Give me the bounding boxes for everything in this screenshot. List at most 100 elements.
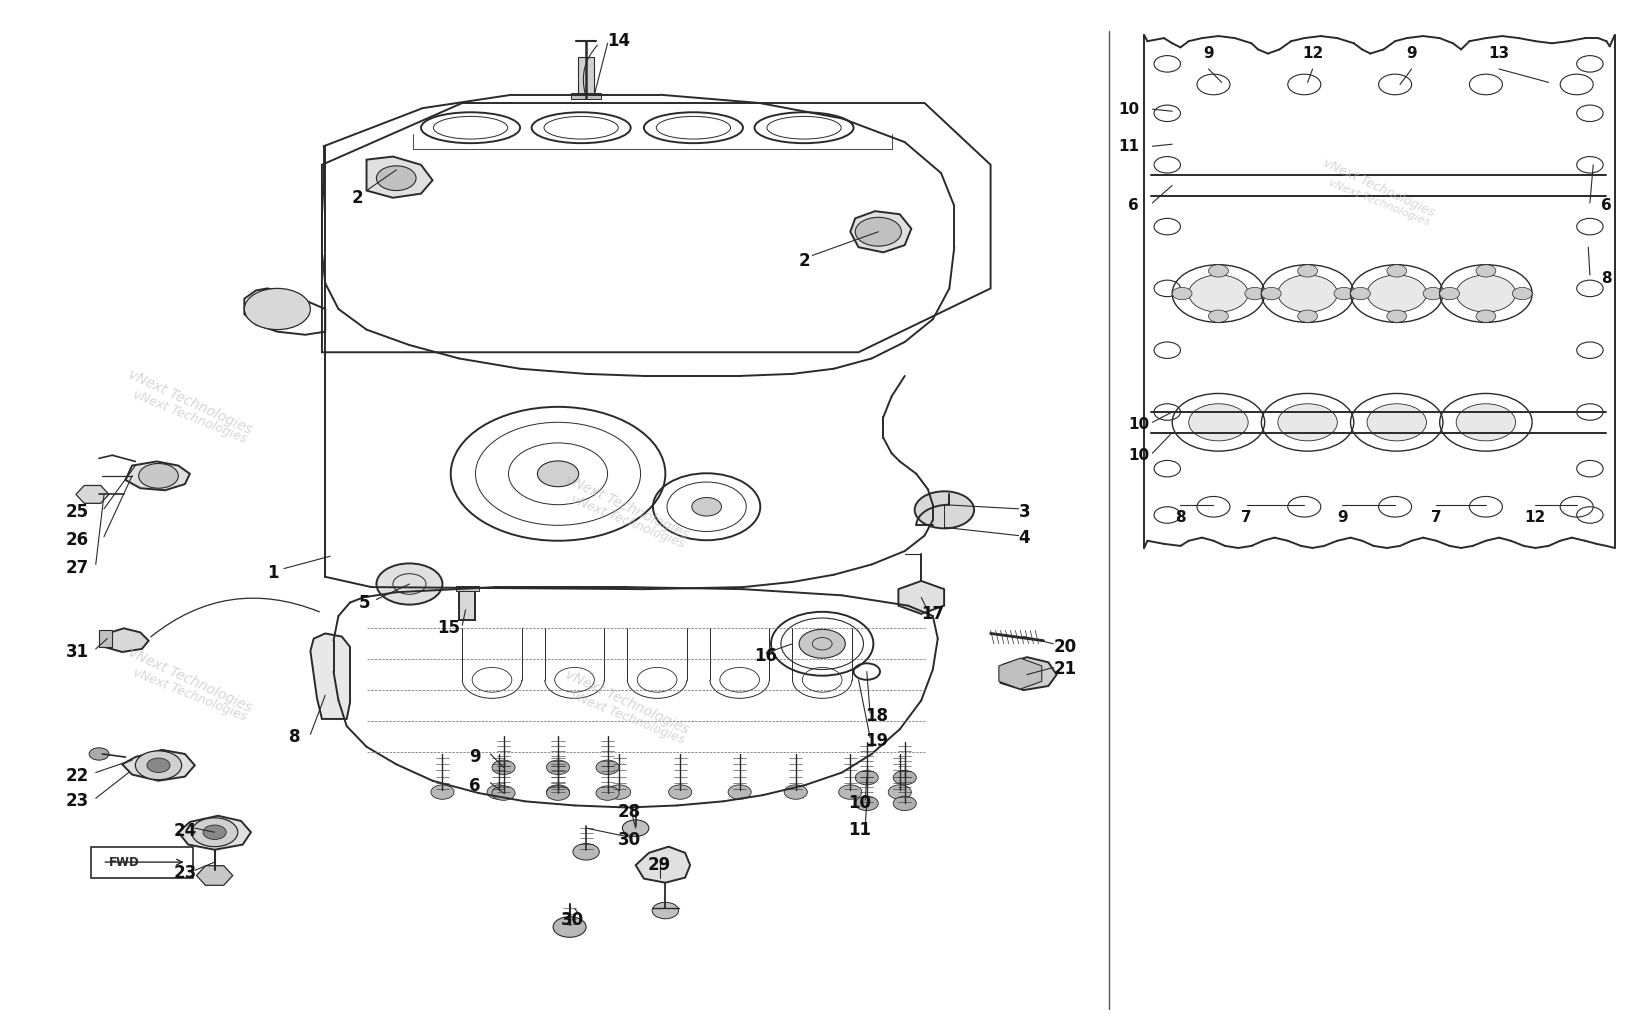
Circle shape [622,820,649,836]
Circle shape [915,491,974,528]
Circle shape [139,464,178,488]
Circle shape [1577,507,1603,523]
Circle shape [652,902,679,919]
Text: 9: 9 [1407,46,1417,61]
Circle shape [1189,275,1248,312]
Text: vNext Technologies: vNext Technologies [563,667,692,737]
Circle shape [546,786,570,800]
Polygon shape [125,461,190,490]
Circle shape [1367,275,1426,312]
Circle shape [1154,105,1180,122]
Circle shape [1154,157,1180,173]
Circle shape [1154,404,1180,420]
Text: 21: 21 [1053,660,1076,679]
Text: 11: 11 [1118,139,1139,153]
Circle shape [1456,404,1516,441]
Text: vNext Technologies: vNext Technologies [130,388,249,446]
Circle shape [669,785,692,799]
Circle shape [855,217,901,246]
Circle shape [546,785,570,799]
Circle shape [1334,287,1354,300]
Text: 15: 15 [438,619,461,638]
Circle shape [1154,56,1180,72]
Text: 12: 12 [1303,46,1322,61]
Text: 24: 24 [173,822,196,840]
Circle shape [784,785,807,799]
Text: 7: 7 [1431,510,1441,524]
Polygon shape [310,633,350,719]
Text: 20: 20 [1053,638,1076,656]
Text: 10: 10 [1118,102,1139,116]
Circle shape [596,786,619,800]
Circle shape [1245,287,1265,300]
Text: 25: 25 [66,503,89,521]
Ellipse shape [537,461,580,487]
Polygon shape [367,157,433,198]
Bar [578,57,594,98]
Text: 11: 11 [849,821,872,839]
Text: vNext Technologies: vNext Technologies [125,645,254,715]
Text: 14: 14 [608,32,631,50]
Circle shape [1189,404,1248,441]
Circle shape [728,785,751,799]
Text: 23: 23 [66,792,89,811]
Circle shape [1577,404,1603,420]
Circle shape [1577,342,1603,358]
Polygon shape [122,750,195,781]
Text: 2: 2 [352,188,363,207]
Text: 3: 3 [1019,503,1030,521]
Circle shape [492,760,515,775]
Polygon shape [1001,657,1057,690]
Circle shape [192,818,238,847]
Polygon shape [104,628,149,652]
Text: 23: 23 [173,864,196,883]
Circle shape [1367,404,1426,441]
Circle shape [1278,275,1337,312]
Circle shape [1387,310,1407,322]
Circle shape [203,825,226,839]
Circle shape [608,785,631,799]
Text: 6: 6 [1128,199,1139,213]
Bar [571,93,601,99]
Circle shape [1209,310,1228,322]
Text: vNext Technologies: vNext Technologies [1326,178,1431,228]
Text: 29: 29 [647,856,670,874]
Circle shape [1476,265,1496,277]
Circle shape [1577,218,1603,235]
Circle shape [1154,460,1180,477]
Circle shape [1577,280,1603,297]
Text: 13: 13 [1489,46,1509,61]
Text: FWD: FWD [109,856,139,868]
Text: vNext Technologies: vNext Technologies [568,493,687,551]
Text: 7: 7 [1242,510,1251,524]
Polygon shape [196,865,233,886]
Text: 5: 5 [358,593,370,612]
Text: 10: 10 [1129,448,1149,462]
Text: 28: 28 [617,802,641,821]
Text: 8: 8 [1176,510,1185,524]
Text: 4: 4 [1019,528,1030,547]
Text: 30: 30 [617,831,641,850]
Circle shape [1456,275,1516,312]
Circle shape [492,786,515,800]
Polygon shape [76,485,109,504]
Circle shape [839,785,862,799]
Circle shape [1577,56,1603,72]
Text: 9: 9 [1337,510,1347,524]
Circle shape [1209,265,1228,277]
Circle shape [573,844,599,860]
Circle shape [1154,218,1180,235]
Circle shape [1298,310,1317,322]
Circle shape [1278,404,1337,441]
Circle shape [893,770,916,785]
Circle shape [487,785,510,799]
Circle shape [431,785,454,799]
Text: 1: 1 [267,563,279,582]
Text: vNext Technologies: vNext Technologies [125,367,254,437]
Bar [456,586,479,591]
Circle shape [1476,310,1496,322]
Text: 8: 8 [1601,271,1611,285]
Text: 6: 6 [1601,199,1613,213]
Text: 22: 22 [66,766,89,785]
Circle shape [596,760,619,775]
